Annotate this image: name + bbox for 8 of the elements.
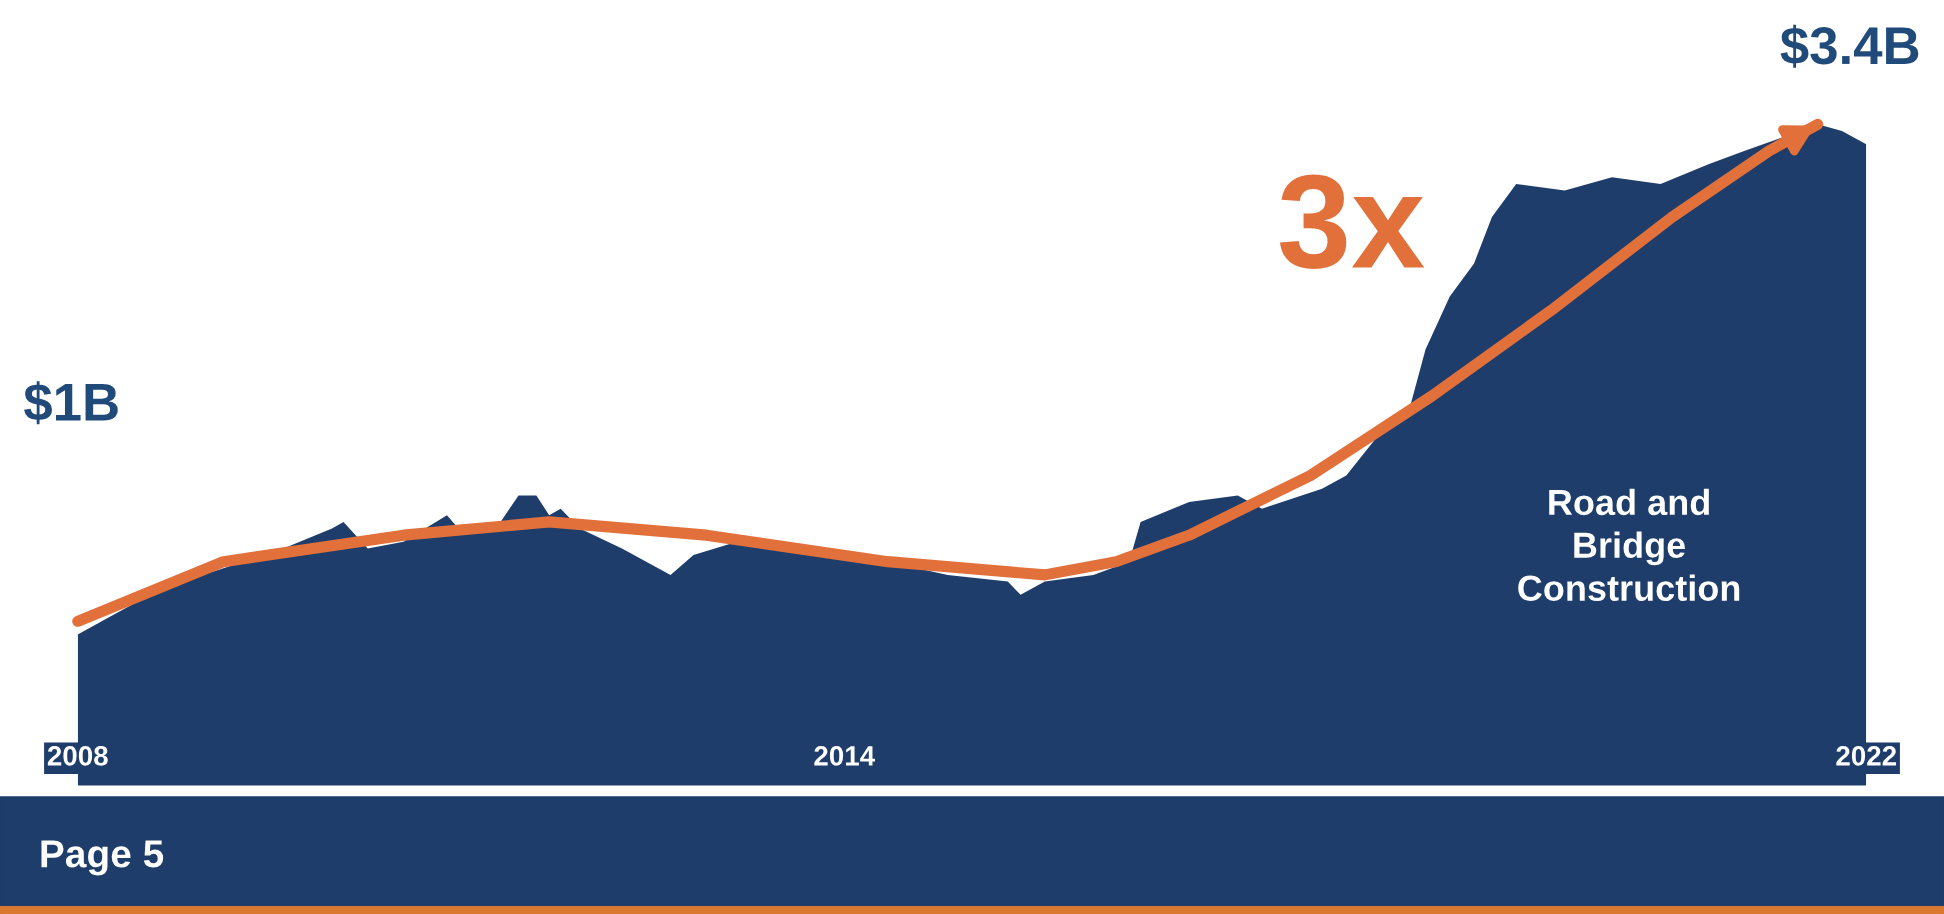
annotation: Road and Bridge Construction	[1518, 488, 1740, 601]
x-tick-label: 2008	[47, 746, 108, 766]
annotation: $1B	[24, 381, 118, 425]
annotation: 3x	[1280, 174, 1425, 270]
text: Page 5	[41, 840, 164, 876]
text: $3.4B	[1780, 24, 1919, 68]
x-tick-label: 2014	[814, 746, 875, 766]
x-tick-label: 2022	[1836, 746, 1897, 766]
